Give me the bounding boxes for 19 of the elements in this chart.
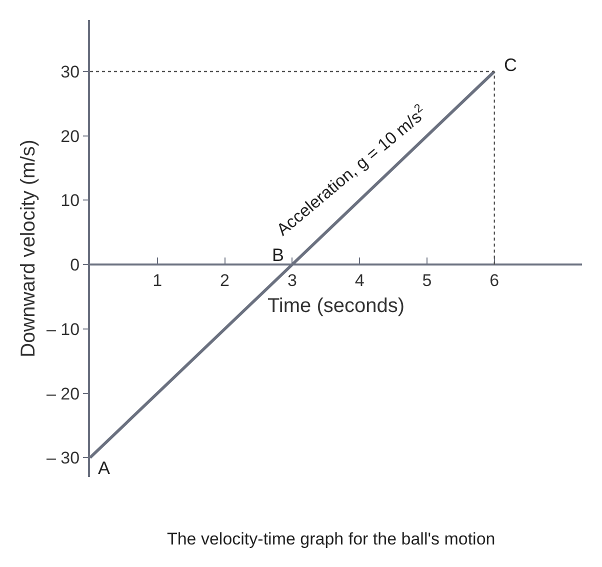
y-tick-label: – 30 [46,448,80,468]
y-tick-label: – 20 [46,384,80,404]
text: The velocity-time graph for the ball's motion [166,529,496,548]
annotation: C [504,55,517,75]
annotation: B [272,245,284,265]
x-axis-title: Time (seconds) [267,294,405,317]
y-axis-title: Downward velocity (m/s) [18,140,40,358]
y-tick-label: 20 [60,126,80,146]
y-tick-label: 30 [60,62,80,82]
annotation: A [98,458,110,478]
x-tick-label: 4 [354,270,364,290]
x-tick-label: 3 [287,270,297,290]
x-tick-label: 2 [220,270,230,290]
x-tick-label: 1 [152,270,162,290]
x-tick-label: 6 [490,270,500,290]
y-tick-label: – 10 [46,320,80,339]
y-tick-label: 10 [60,191,80,210]
x-tick-label: 5 [422,270,432,290]
y-tick-label: 0 [70,256,80,275]
